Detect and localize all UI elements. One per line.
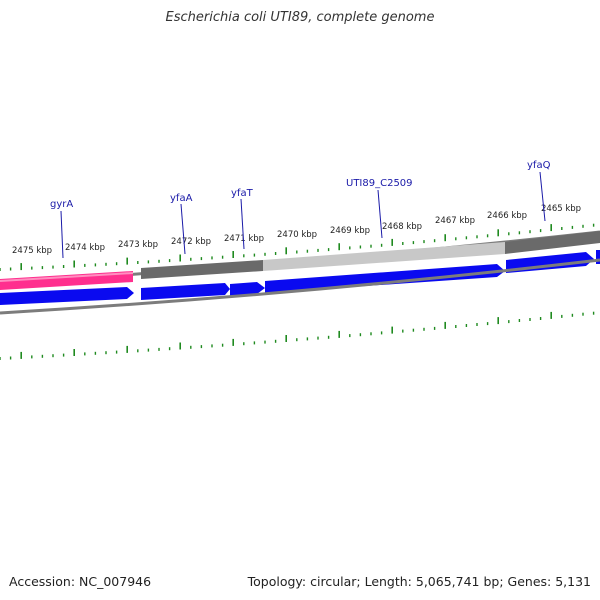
UTI89_C2509-leader — [377, 189, 383, 239]
tick-label-2467: 2467 kbp — [435, 216, 475, 226]
gene-label-UTI89_C2509: UTI89_C2509 — [346, 178, 413, 189]
tick-label-2466: 2466 kbp — [487, 211, 527, 221]
yfaA-leader — [180, 203, 186, 255]
inner-backbone — [0, 258, 600, 315]
accession-label: Accession: NC_007946 — [9, 574, 152, 589]
yfaT-leader — [240, 198, 245, 250]
tick-label-2468: 2468 kbp — [382, 222, 422, 232]
outer-tick-marks — [0, 223, 595, 271]
yfaQ-leader — [539, 171, 546, 222]
gene-label-gyrA: gyrA — [50, 199, 73, 210]
tick-label-2470: 2470 kbp — [277, 230, 317, 240]
gene-label-yfaQ: yfaQ — [527, 160, 551, 171]
gene-label-yfaT: yfaT — [231, 188, 254, 199]
gene-block-dark-2 — [505, 231, 600, 254]
tick-label-2472: 2472 kbp — [171, 237, 211, 247]
tick-label-2471: 2471 kbp — [224, 234, 264, 244]
tick-label-2473: 2473 kbp — [118, 240, 158, 250]
inner-tick-marks — [0, 311, 595, 360]
cds-arrow-2 — [141, 283, 230, 300]
cds-arrow-1 — [0, 287, 134, 305]
gene-label-yfaA: yfaA — [170, 193, 193, 204]
gene-block-dark-1 — [141, 260, 263, 279]
genome-summary: Topology: circular; Length: 5,065,741 bp… — [247, 574, 591, 589]
gene-block-light — [263, 242, 505, 271]
tick-label-2474: 2474 kbp — [65, 243, 105, 253]
tick-label-2469: 2469 kbp — [330, 226, 370, 236]
gyrA-leader — [60, 210, 64, 259]
cds-arrow-3 — [230, 282, 265, 296]
rna-block-edge — [0, 272, 134, 282]
map-title: Escherichia coli UTI89, complete genome — [165, 10, 435, 25]
cds-arrow-4 — [265, 264, 505, 293]
tick-label-2475: 2475 kbp — [12, 246, 52, 256]
tick-label-2465: 2465 kbp — [541, 204, 581, 214]
